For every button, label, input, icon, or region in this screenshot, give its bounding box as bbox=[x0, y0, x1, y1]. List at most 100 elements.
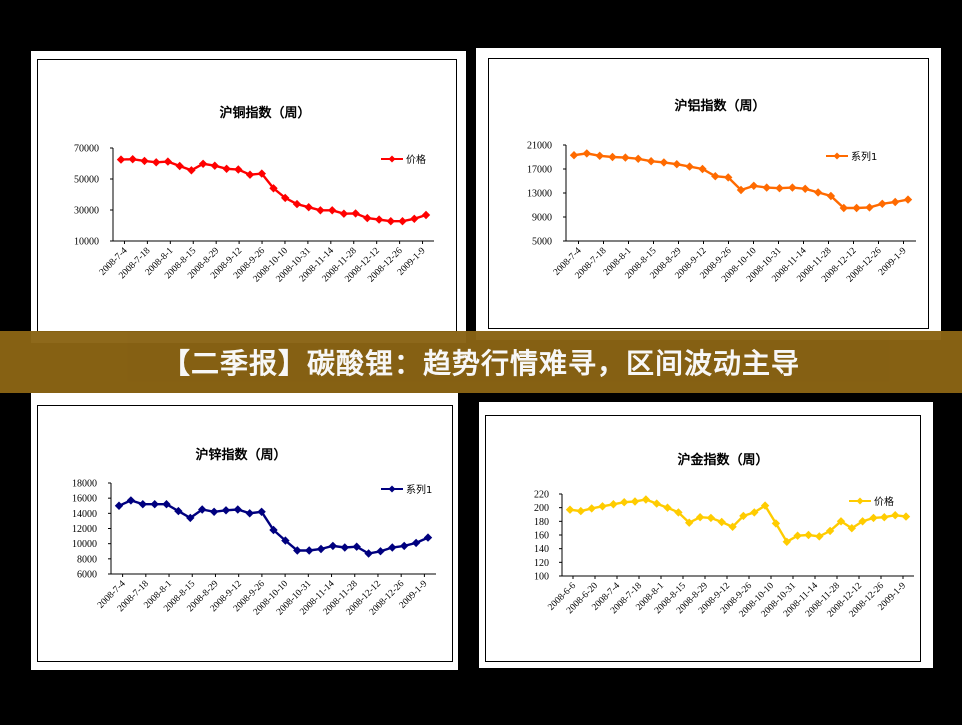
zinc-y-tick-label: 18000 bbox=[72, 479, 97, 490]
copper-data-point bbox=[198, 159, 208, 168]
aluminum-data-point bbox=[608, 152, 617, 162]
gold-data-point bbox=[630, 497, 640, 506]
headline-banner: 【二季报】碳酸锂：趋势行情难寻，区间波动主导 bbox=[0, 331, 962, 393]
aluminum-data-point bbox=[685, 162, 694, 171]
copper-data-point bbox=[163, 157, 173, 166]
copper-data-point bbox=[421, 210, 431, 220]
aluminum-data-point bbox=[634, 154, 643, 163]
gold-y-tick-label: 120 bbox=[534, 558, 549, 569]
zinc-y-tick-label: 12000 bbox=[72, 524, 97, 535]
copper-data-point bbox=[363, 213, 372, 223]
copper-data-point bbox=[351, 209, 360, 218]
gold-data-point bbox=[598, 502, 607, 511]
gold-chart-panel: 沪金指数（周） 220 200 180 160 140 120 100 2008-6-6 2008… bbox=[479, 402, 933, 668]
zinc-data-point bbox=[411, 538, 421, 548]
gold-series-line bbox=[569, 498, 907, 544]
zinc-data-point bbox=[209, 507, 219, 516]
aluminum-chart: 沪铝指数（周）210001700013000900050002008-7-420… bbox=[488, 58, 929, 329]
zinc-y-tick-label: 6000 bbox=[77, 570, 97, 581]
zinc-chart: 沪锌指数（周） 18000 16000 14000 12000 10000 8000 6000… bbox=[37, 405, 453, 662]
copper-data-point bbox=[245, 170, 255, 179]
copper-chart-border bbox=[37, 59, 457, 332]
gold-y-tick-label: 100 bbox=[534, 572, 549, 583]
aluminum-data-point bbox=[582, 149, 591, 158]
aluminum-data-point bbox=[865, 203, 874, 212]
aluminum-data-point bbox=[813, 188, 823, 197]
copper-data-point bbox=[269, 184, 278, 193]
aluminum-data-point bbox=[646, 157, 656, 166]
gold-y-tick-label: 180 bbox=[534, 517, 549, 528]
aluminum-chart-panel: 沪铝指数（周） 21000 17000 13000 9000 5000 2008-7-4 20… bbox=[476, 48, 941, 340]
zinc-chart-title: 沪锌指数（周） bbox=[195, 447, 286, 463]
zinc-legend-marker bbox=[388, 485, 396, 493]
aluminum-y-tick-label: 21000 bbox=[527, 141, 552, 152]
gold-data-point bbox=[652, 499, 661, 508]
zinc-data-point bbox=[328, 541, 338, 551]
copper-data-point bbox=[398, 217, 407, 226]
gold-data-point bbox=[901, 512, 911, 521]
copper-data-point bbox=[222, 164, 231, 173]
zinc-data-point bbox=[198, 505, 207, 514]
zinc-data-point bbox=[364, 549, 373, 558]
zinc-data-point bbox=[138, 500, 147, 509]
copper-chart-title: 沪铜指数（周） bbox=[219, 105, 310, 121]
aluminum-legend-marker bbox=[833, 152, 841, 160]
copper-data-point bbox=[128, 155, 137, 164]
gold-data-point bbox=[565, 505, 575, 514]
gold-data-point bbox=[880, 513, 889, 522]
aluminum-data-point bbox=[826, 191, 836, 201]
copper-data-point bbox=[152, 158, 161, 167]
copper-data-point bbox=[234, 165, 243, 174]
gold-data-point bbox=[836, 517, 846, 526]
zinc-data-point bbox=[305, 546, 314, 555]
copper-data-point bbox=[210, 161, 219, 170]
zinc-legend-label: 系列1 bbox=[406, 483, 432, 496]
aluminum-chart-border bbox=[488, 58, 929, 329]
aluminum-x-tick-label: 2009-1-9 bbox=[877, 246, 909, 278]
zinc-data-point bbox=[233, 505, 242, 514]
copper-chart: 沪铜指数（周）700005000030000100002008-7-42008-… bbox=[37, 59, 457, 332]
copper-data-point bbox=[187, 166, 196, 175]
aluminum-data-point bbox=[775, 184, 784, 193]
aluminum-y-tick-label: 9000 bbox=[532, 213, 552, 224]
aluminum-data-point bbox=[903, 195, 913, 204]
gold-data-point bbox=[576, 506, 585, 516]
zinc-data-point bbox=[400, 541, 409, 551]
gold-y-tick-label: 220 bbox=[534, 490, 549, 501]
aluminum-data-point bbox=[595, 151, 604, 160]
copper-y-tick-label: 50000 bbox=[74, 175, 99, 186]
gold-data-point bbox=[641, 495, 651, 504]
aluminum-data-point bbox=[698, 164, 707, 174]
aluminum-data-point bbox=[672, 160, 681, 169]
copper-chart-panel: 沪铜指数（周） 70000 50000 30000 10000 2008-7-4 2008-… bbox=[31, 51, 466, 343]
copper-data-point bbox=[175, 161, 184, 171]
gold-data-point bbox=[620, 498, 629, 507]
aluminum-y-tick-label: 17000 bbox=[527, 165, 552, 176]
zinc-data-point bbox=[245, 509, 254, 518]
gold-data-point bbox=[663, 503, 672, 512]
zinc-data-point bbox=[126, 496, 136, 505]
aluminum-data-point bbox=[852, 203, 861, 213]
gold-y-tick-label: 140 bbox=[534, 544, 549, 555]
gold-data-point bbox=[587, 504, 596, 513]
gold-data-point bbox=[695, 513, 705, 522]
copper-y-tick-label: 70000 bbox=[74, 144, 99, 155]
copper-data-point bbox=[257, 169, 266, 178]
aluminum-data-point bbox=[736, 185, 746, 195]
gold-chart-title: 沪金指数（周） bbox=[677, 452, 768, 468]
aluminum-data-point bbox=[878, 199, 887, 208]
gold-data-point bbox=[804, 530, 813, 540]
gold-data-point bbox=[869, 513, 878, 523]
zinc-chart-border bbox=[37, 405, 453, 662]
copper-data-point bbox=[140, 156, 149, 166]
copper-data-point bbox=[339, 209, 349, 218]
zinc-y-tick-label: 10000 bbox=[72, 539, 97, 550]
copper-data-point bbox=[304, 203, 313, 212]
zinc-data-point bbox=[150, 500, 159, 509]
zinc-y-tick-label: 16000 bbox=[72, 494, 97, 505]
gold-data-point bbox=[815, 532, 824, 541]
aluminum-data-point bbox=[749, 181, 758, 190]
gold-data-point bbox=[717, 517, 726, 527]
zinc-data-point bbox=[340, 543, 349, 552]
copper-data-point bbox=[116, 155, 126, 164]
